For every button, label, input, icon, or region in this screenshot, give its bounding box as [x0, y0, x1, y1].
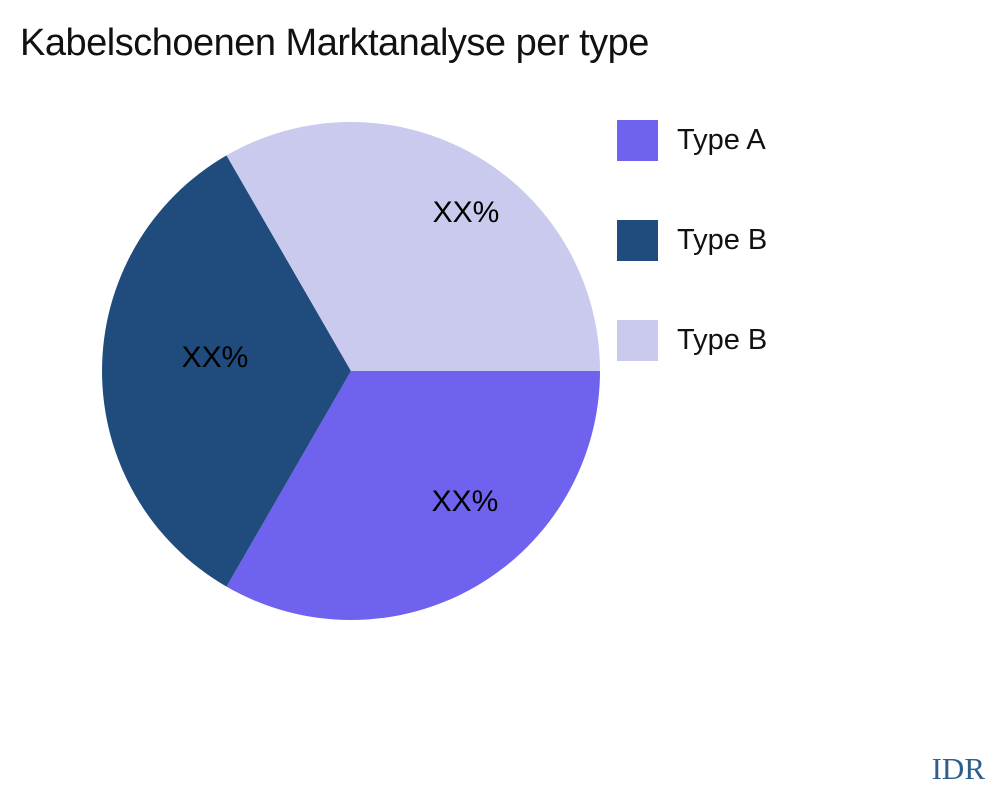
pie-chart	[102, 122, 600, 620]
pie-slice-type-b-light	[226, 122, 600, 371]
slice-percentage-label-type-b-dark: XX%	[181, 341, 249, 374]
legend-label-type-a: Type A	[677, 124, 766, 156]
legend-swatch-rect	[617, 220, 658, 261]
brand-watermark: IDR	[931, 751, 985, 786]
legend-label-type-b-light: Type B	[677, 324, 768, 356]
legend-swatch-rect	[617, 120, 658, 161]
legend-swatch-rect	[617, 320, 658, 361]
pie-slice-type-b-dark	[102, 155, 352, 587]
legend-swatch-type-b-dark	[617, 220, 658, 261]
legend-item-type-b-light: Type B	[617, 320, 767, 361]
pie-slice-type-a	[226, 371, 600, 620]
legend-swatch-type-b-light	[617, 320, 658, 361]
legend-swatch-type-a	[617, 120, 658, 161]
slice-percentage-label-type-a: XX%	[431, 485, 499, 518]
legend-item-type-a: Type A	[617, 120, 767, 161]
legend: Type A Type B Type B	[617, 120, 767, 361]
chart-title: Kabelschoenen Marktanalyse per type	[20, 22, 649, 64]
legend-label-type-b-dark: Type B	[677, 224, 768, 256]
legend-item-type-b-dark: Type B	[617, 220, 767, 261]
slice-percentage-label-type-b-light: XX%	[432, 196, 500, 229]
